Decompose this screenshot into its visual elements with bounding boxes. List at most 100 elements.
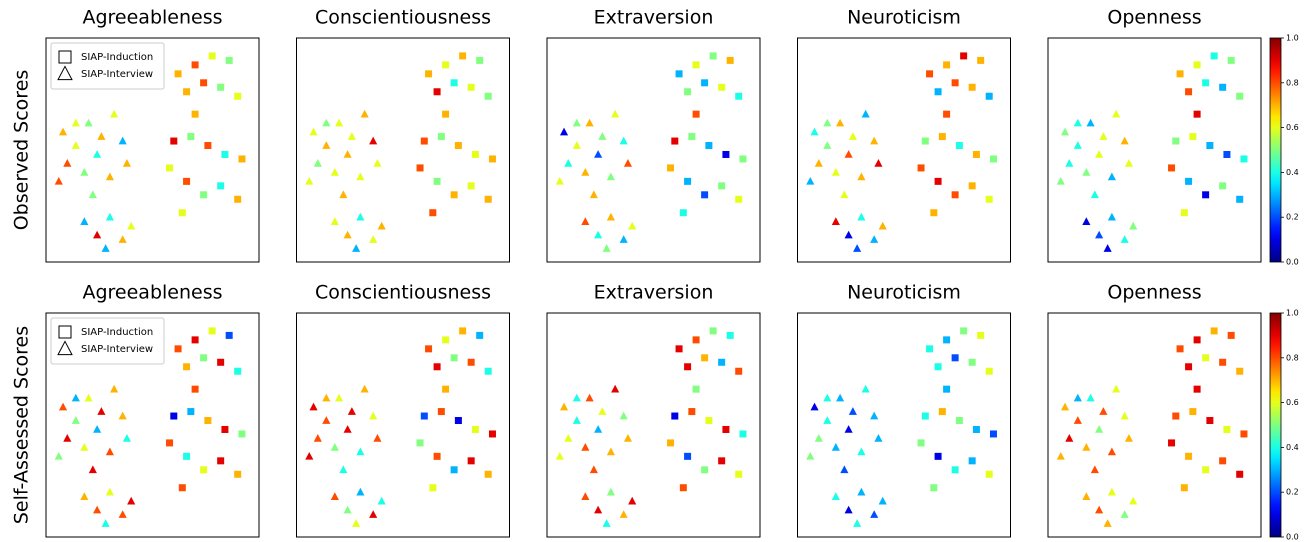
point xyxy=(80,442,89,451)
point xyxy=(1073,393,1082,402)
plot-frame xyxy=(45,37,260,263)
point xyxy=(450,79,458,87)
colorbar-tick-label: 0.8 xyxy=(1286,353,1299,362)
plot-frame xyxy=(797,312,1011,538)
point xyxy=(611,109,620,118)
point xyxy=(1095,505,1104,514)
point xyxy=(930,209,938,217)
point xyxy=(985,470,993,478)
point xyxy=(989,430,997,438)
point xyxy=(1090,190,1099,199)
point xyxy=(564,159,573,167)
point xyxy=(684,452,692,460)
point xyxy=(1082,492,1091,500)
panel-title: Conscientiousness xyxy=(315,7,491,29)
point xyxy=(183,363,191,371)
point xyxy=(878,496,887,505)
point xyxy=(1103,244,1112,252)
colorbar-tick-label: 0.2 xyxy=(1286,488,1299,497)
point xyxy=(857,487,866,496)
point xyxy=(356,487,365,496)
point xyxy=(80,167,89,176)
point xyxy=(985,195,993,203)
point xyxy=(806,451,815,460)
point xyxy=(1180,484,1188,492)
point xyxy=(628,221,637,230)
point xyxy=(369,411,378,420)
point xyxy=(1103,519,1112,527)
point xyxy=(1124,434,1133,442)
point xyxy=(1223,425,1231,433)
colorbar-tick-label: 0.6 xyxy=(1286,398,1299,407)
point xyxy=(1240,430,1248,438)
point xyxy=(671,412,679,420)
point xyxy=(1189,408,1197,416)
point xyxy=(619,235,628,243)
point xyxy=(467,358,475,366)
plot-frame xyxy=(797,37,1011,263)
point xyxy=(63,159,72,167)
point xyxy=(1189,133,1197,141)
point xyxy=(840,190,849,199)
point xyxy=(442,61,450,69)
point xyxy=(450,466,458,474)
point xyxy=(718,457,726,465)
point xyxy=(823,141,832,149)
point xyxy=(1099,132,1108,140)
point xyxy=(429,484,437,492)
point xyxy=(831,492,840,500)
point xyxy=(960,327,968,335)
point xyxy=(313,434,322,442)
point xyxy=(484,470,492,478)
point xyxy=(810,402,819,411)
colorbar-tick-label: 0.0 xyxy=(1286,533,1299,542)
point xyxy=(105,487,114,496)
point xyxy=(938,408,946,416)
point xyxy=(1090,465,1099,474)
colorbar-tick-label: 0.2 xyxy=(1286,213,1299,222)
point xyxy=(1193,61,1201,69)
point xyxy=(369,510,378,518)
point xyxy=(831,167,840,176)
point xyxy=(238,155,246,163)
point xyxy=(93,230,102,239)
point xyxy=(71,393,80,402)
point xyxy=(1185,363,1193,371)
point xyxy=(1210,327,1218,335)
point xyxy=(594,505,603,514)
point xyxy=(178,209,186,217)
point xyxy=(861,109,870,118)
point xyxy=(671,137,679,145)
point xyxy=(58,127,68,136)
point xyxy=(836,118,845,127)
point xyxy=(810,127,819,136)
point xyxy=(623,159,632,167)
panel-title: Openness xyxy=(1107,282,1201,304)
point xyxy=(450,354,458,362)
point xyxy=(356,172,365,181)
point xyxy=(377,221,386,230)
point xyxy=(684,177,692,185)
point xyxy=(726,331,734,339)
point xyxy=(623,434,632,442)
point xyxy=(1065,434,1074,442)
point xyxy=(191,61,199,69)
point xyxy=(309,127,318,136)
point xyxy=(467,83,475,91)
point xyxy=(433,363,441,371)
point xyxy=(118,235,127,243)
point xyxy=(870,235,879,243)
point xyxy=(187,408,195,416)
point xyxy=(1172,412,1180,420)
point xyxy=(373,434,382,442)
point xyxy=(1236,92,1244,100)
point xyxy=(433,452,441,460)
point xyxy=(80,217,89,225)
point xyxy=(1112,109,1121,118)
point xyxy=(943,110,951,118)
point xyxy=(71,118,80,127)
panel-title: Extraversion xyxy=(594,282,714,304)
panel-title: Neuroticism xyxy=(847,7,961,29)
point xyxy=(581,167,590,176)
panel-title: Openness xyxy=(1107,7,1201,29)
